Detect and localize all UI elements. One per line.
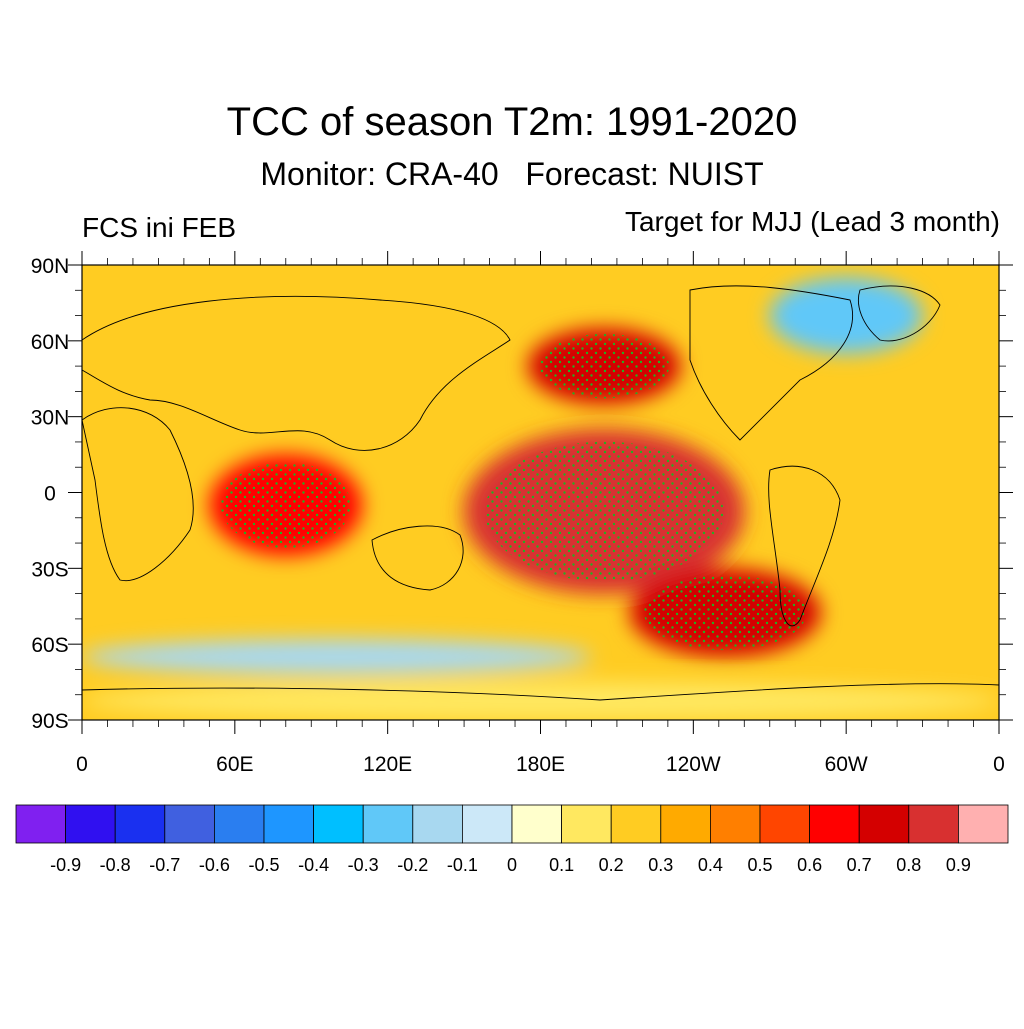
- map-title: TCC of season T2m: 1991-2020: [226, 100, 798, 144]
- colorbar-swatch: [15, 804, 66, 844]
- colorbar-label: 0.8: [896, 855, 921, 875]
- map-subtitle: Monitor: CRA-40 Forecast: NUIST: [260, 156, 764, 192]
- colorbar-swatch: [164, 804, 215, 844]
- colorbar-label: -0.4: [298, 855, 329, 875]
- coastline-africa: [82, 407, 194, 582]
- colorbar-label: -0.2: [397, 855, 428, 875]
- colorbar-swatch: [908, 804, 959, 844]
- colorbar-label: -0.1: [447, 855, 478, 875]
- lon-tick-label: 60E: [216, 753, 253, 776]
- colorbar-label: 0.2: [599, 855, 624, 875]
- lat-tick-label: 60S: [31, 634, 68, 657]
- colorbar: -0.9 -0.8 -0.7 -0.6 -0.5 -0.4 -0.3 -0.2 -0.1 0 0.1…: [15, 804, 1009, 875]
- lat-tick-label: 60N: [31, 331, 70, 354]
- colorbar-swatch: [809, 804, 860, 844]
- colorbar-label: -0.8: [100, 855, 131, 875]
- region-antarctica: [82, 682, 999, 720]
- colorbar-swatch: [958, 804, 1009, 844]
- colorbar-label: 0.3: [648, 855, 673, 875]
- colorbar-label: 0.4: [698, 855, 723, 875]
- region-southern-ocean-band: [82, 639, 592, 675]
- target-label: Target for MJJ (Lead 3 month): [624, 206, 1000, 237]
- stipple-south-pacific: [643, 574, 807, 651]
- coastline-north-america: [689, 285, 853, 441]
- colorbar-swatch: [511, 804, 562, 844]
- coastline-south-america: [768, 465, 841, 627]
- colorbar-swatch: [412, 804, 463, 844]
- lon-tick-label: 180E: [516, 753, 565, 776]
- stipple-indian-ocean: [220, 462, 351, 549]
- lon-tick-label: 120W: [666, 753, 721, 776]
- colorbar-swatch: [610, 804, 662, 844]
- lat-tick-label: 90N: [31, 255, 70, 278]
- colorbar-label: 0.7: [847, 855, 872, 875]
- stipple-tropical-pacific: [485, 441, 724, 582]
- colorbar-label: -0.3: [348, 855, 379, 875]
- lat-tick-label: 30N: [31, 407, 70, 430]
- correlation-field: [82, 265, 999, 720]
- colorbar-swatch: [710, 804, 761, 844]
- lat-tick-label: 90S: [31, 710, 68, 733]
- colorbar-label: -0.6: [199, 855, 230, 875]
- lon-tick-label: 0: [993, 753, 1005, 776]
- colorbar-label: 0.5: [747, 855, 772, 875]
- colorbar-swatch: [858, 804, 910, 844]
- colorbar-swatch: [759, 804, 810, 844]
- lat-tick-label: 30S: [31, 558, 68, 581]
- lat-tick-label: 0: [44, 483, 56, 506]
- region-greenland-arctic: [769, 277, 923, 354]
- lon-tick-label: 120E: [363, 753, 412, 776]
- colorbar-label: -0.9: [50, 855, 81, 875]
- colorbar-swatch: [362, 804, 414, 844]
- colorbar-label: -0.7: [149, 855, 180, 875]
- coastline-eurasia: [82, 295, 511, 451]
- lon-tick-label: 60W: [825, 753, 868, 776]
- colorbar-label: 0.6: [797, 855, 822, 875]
- colorbar-swatch: [65, 804, 116, 844]
- colorbar-label: 0: [507, 855, 517, 875]
- coastline-greenland: [858, 285, 941, 342]
- colorbar-swatch: [660, 804, 711, 844]
- coastline-australia: [371, 525, 464, 591]
- colorbar-swatch: [263, 804, 314, 844]
- colorbar-label: -0.5: [248, 855, 279, 875]
- colorbar-swatch: [114, 804, 166, 844]
- colorbar-swatch: [461, 804, 513, 844]
- colorbar-label: 0.1: [549, 855, 574, 875]
- colorbar-swatch: [213, 804, 265, 844]
- colorbar-swatch: [313, 804, 364, 844]
- colorbar-label: 0.9: [946, 855, 971, 875]
- lon-tick-label: 0: [76, 753, 88, 776]
- colorbar-swatch: [561, 804, 612, 844]
- coastline-antarctica: [82, 683, 999, 701]
- initialization-label: FCS ini FEB: [82, 212, 237, 243]
- stipple-north-pacific: [539, 333, 670, 399]
